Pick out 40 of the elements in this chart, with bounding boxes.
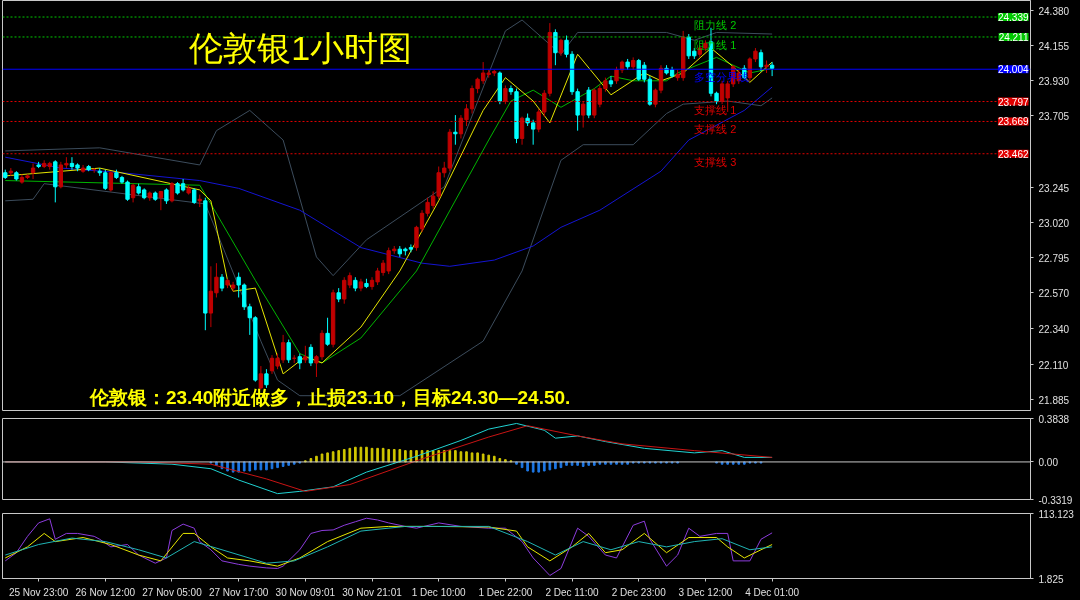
ref-line-label: 阻力线 2 — [694, 19, 737, 32]
y-tick-label: 24.155 — [1038, 40, 1070, 52]
y-tick-label: 23.245 — [1038, 182, 1070, 194]
x-tick-label: 3 Dec 12:00 — [678, 586, 733, 598]
annotation: 23.797 — [997, 96, 1029, 108]
x-tick-label: 1 Dec 10:00 — [411, 586, 467, 598]
annotation: 24.004 — [997, 64, 1029, 76]
annotation: 24.211 — [998, 31, 1029, 43]
ref-line-label: 支撑线 3 — [694, 155, 737, 168]
x-tick-label: 1 Dec 22:00 — [478, 586, 533, 598]
annotation: 伦敦银：23.40附近做多，止损23.10，目标24.30—24.50. — [88, 386, 571, 408]
y-tick-label: 0.00 — [1038, 456, 1059, 468]
x-tick-label: 26 Nov 12:00 — [75, 586, 136, 598]
x-tick-label: 30 Nov 21:01 — [342, 586, 403, 598]
y-tick-label: 22.795 — [1038, 252, 1070, 264]
x-tick-label: 30 Nov 09:01 — [275, 586, 336, 598]
ref-line-label: 支撑线 2 — [694, 123, 737, 136]
text: 伦敦银1小时图 — [189, 28, 413, 67]
y-tick-label: 22.570 — [1038, 287, 1070, 299]
annotation: 23.462 — [997, 148, 1029, 160]
x-tick-label: 4 Dec 01:00 — [745, 586, 800, 598]
y-tick-label: 0.3838 — [1038, 413, 1070, 425]
y-tick-label: 23.930 — [1038, 75, 1070, 87]
x-tick-label: 27 Nov 17:00 — [208, 586, 269, 598]
y-tick-label: 24.380 — [1038, 5, 1070, 17]
y-tick-label: -0.3319 — [1038, 494, 1073, 506]
ref-line-label: 支撑线 1 — [694, 103, 737, 116]
y-tick-label: 23.020 — [1038, 217, 1070, 229]
y-tick-label: 22.340 — [1038, 323, 1070, 335]
y-tick-label: 22.110 — [1038, 359, 1069, 371]
annotation: 24.339 — [997, 12, 1029, 24]
y-tick-label: 23.705 — [1038, 110, 1070, 122]
annotation: 23.669 — [997, 116, 1029, 128]
y-tick-label: 113.123 — [1038, 508, 1075, 520]
x-tick-label: 25 Nov 23:00 — [8, 586, 69, 598]
y-tick-label: 21.885 — [1038, 394, 1070, 406]
x-tick-label: 2 Dec 11:00 — [545, 586, 600, 598]
x-tick-label: 27 Nov 05:00 — [142, 586, 203, 598]
y-tick-label: 1.825 — [1038, 573, 1064, 585]
x-tick-label: 2 Dec 23:00 — [611, 586, 667, 598]
